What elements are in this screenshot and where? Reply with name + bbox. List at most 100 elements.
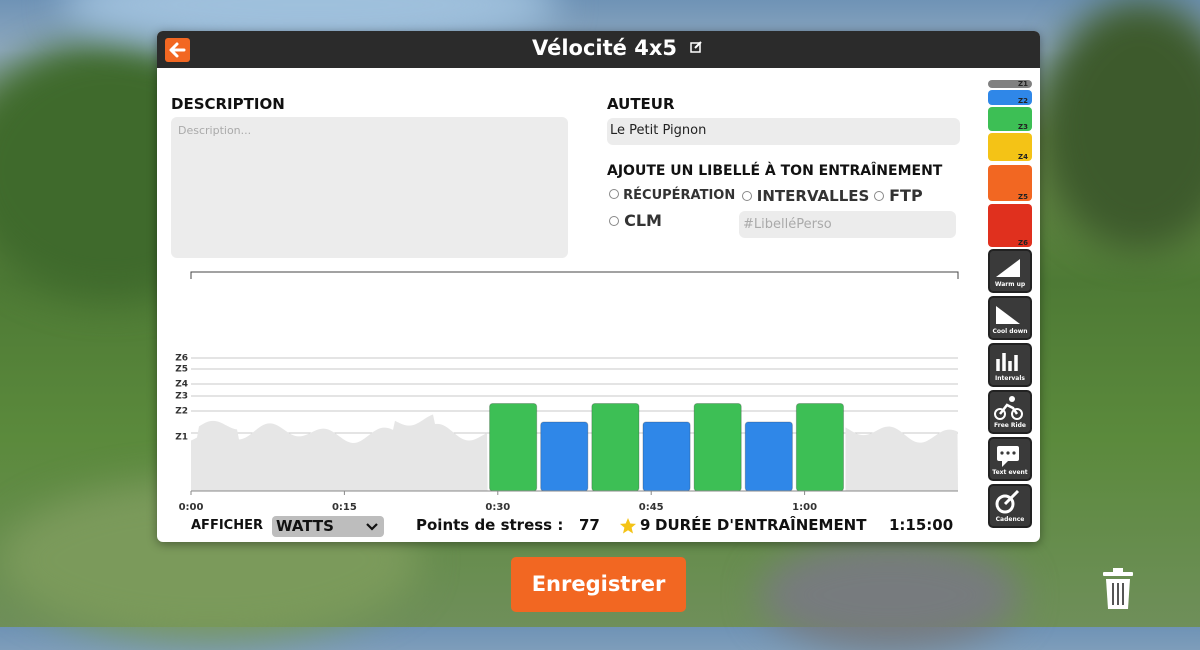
trash-handle <box>1113 568 1123 572</box>
edit-pen <box>694 41 702 49</box>
zone-label: Z5 <box>1018 193 1028 201</box>
interval-block <box>489 403 538 492</box>
zone-button[interactable]: Z5 <box>988 165 1032 201</box>
tool-label: Intervals <box>995 375 1025 382</box>
delete-button[interactable] <box>1101 567 1135 611</box>
tag-text: RÉCUPÉRATION <box>623 188 736 203</box>
display-value: WATTS <box>276 517 334 535</box>
free-ride-block <box>191 414 488 491</box>
author-input[interactable]: Le Petit Pignon <box>607 118 960 145</box>
edit-box <box>690 42 701 53</box>
tool-label: Cool down <box>992 328 1028 335</box>
radio <box>874 191 884 201</box>
zone-button[interactable]: Z2 <box>988 90 1032 105</box>
tool-icon <box>995 489 1020 514</box>
radio <box>742 191 752 201</box>
graph-bracket <box>190 271 959 279</box>
interval-block <box>744 421 793 492</box>
author-value: Le Petit Pignon <box>610 123 707 138</box>
interval-block <box>591 403 640 492</box>
workout-title[interactable]: Vélocité 4x5 <box>532 36 677 60</box>
tag-text: FTP <box>889 186 923 205</box>
star-count: 9 <box>640 516 651 534</box>
back-button[interactable] <box>165 38 190 62</box>
tool-label: Text event <box>992 469 1028 476</box>
interval-block <box>693 403 742 492</box>
stress-value: 77 <box>579 516 600 534</box>
custom-tag-placeholder: #LibelléPerso <box>743 217 832 232</box>
tool-button[interactable]: Cool down <box>988 296 1032 340</box>
tag-option[interactable]: CLM <box>609 211 662 230</box>
tool-button[interactable]: Intervals <box>988 343 1032 387</box>
header-bar: Vélocité 4x5 <box>157 31 1040 68</box>
tool-button[interactable]: Text event <box>988 437 1032 481</box>
trash-lid <box>1103 572 1133 576</box>
tool-label: Cadence <box>995 516 1025 523</box>
tool-icon <box>994 396 1023 420</box>
x-tick-label: 0:30 <box>485 502 510 513</box>
zone-axis-label: Z2 <box>175 407 188 417</box>
bg-tree <box>1040 0 1200 250</box>
stress-label: Points de stress : <box>416 516 564 534</box>
zone-label: Z1 <box>1018 80 1028 88</box>
edit-icon[interactable] <box>690 41 702 53</box>
author-label: AUTEUR <box>607 95 675 113</box>
duration-label: DURÉE D'ENTRAÎNEMENT <box>655 516 867 534</box>
workout-editor: Vélocité 4x5 DESCRIPTION Description... … <box>157 31 1040 542</box>
tool-button[interactable]: Warm up <box>988 249 1032 293</box>
description-input[interactable]: Description... <box>171 117 568 258</box>
zone-button[interactable]: Z4 <box>988 133 1032 161</box>
zone-label: Z2 <box>1018 97 1028 105</box>
trash-lines <box>1112 583 1124 605</box>
chevron-path <box>366 523 378 531</box>
chevron <box>366 523 378 531</box>
bg-rock <box>760 540 1020 650</box>
star <box>620 518 636 534</box>
tool-icon <box>996 306 1020 324</box>
back-icon <box>169 42 186 58</box>
interval-block <box>795 403 845 492</box>
tag-option[interactable]: INTERVALLES <box>742 187 869 205</box>
zone-label: Z3 <box>1018 123 1028 131</box>
description-placeholder: Description... <box>178 124 252 137</box>
free-ride-block <box>845 426 958 491</box>
tool-icon <box>996 353 1018 371</box>
display-select[interactable]: WATTS <box>272 516 384 537</box>
zone-axis-label: Z5 <box>175 365 188 375</box>
tags-label: AJOUTE UN LIBELLÉ À TON ENTRAÎNEMENT <box>607 163 943 179</box>
zone-label: Z4 <box>1018 153 1028 161</box>
zone-button[interactable]: Z3 <box>988 107 1032 131</box>
tool-icon <box>997 446 1019 467</box>
save-button[interactable]: Enregistrer <box>511 557 686 612</box>
x-tick-label: 1:00 <box>792 502 817 513</box>
back-arrow <box>169 42 186 58</box>
zone-button[interactable]: Z6 <box>988 204 1032 247</box>
tag-text: CLM <box>624 211 662 230</box>
tool-label: Free Ride <box>994 422 1026 429</box>
custom-tag-input[interactable]: #LibelléPerso <box>739 211 956 238</box>
zone-axis-label: Z1 <box>175 433 188 443</box>
display-label: AFFICHER <box>191 518 263 533</box>
interval-block <box>540 421 589 492</box>
zone-axis-label: Z6 <box>175 354 188 364</box>
tool-label: Warm up <box>994 281 1026 288</box>
duration-value: 1:15:00 <box>889 516 954 534</box>
tool-icon <box>996 259 1020 277</box>
tool-button[interactable]: Free Ride <box>988 390 1032 434</box>
radio <box>609 189 619 199</box>
description-label: DESCRIPTION <box>171 95 285 113</box>
zone-axis-label: Z4 <box>175 380 188 390</box>
x-tick-label: 0:15 <box>332 502 357 513</box>
radio <box>609 216 619 226</box>
tag-option[interactable]: FTP <box>874 186 923 205</box>
zone-button[interactable]: Z1 <box>988 80 1032 88</box>
zone-label: Z6 <box>1018 239 1028 247</box>
interval-block <box>642 421 691 492</box>
zone-axis-label: Z3 <box>175 392 188 402</box>
tag-option[interactable]: RÉCUPÉRATION <box>609 188 735 203</box>
tool-button[interactable]: Cadence <box>988 484 1032 528</box>
x-tick-label: 0:00 <box>179 502 204 513</box>
